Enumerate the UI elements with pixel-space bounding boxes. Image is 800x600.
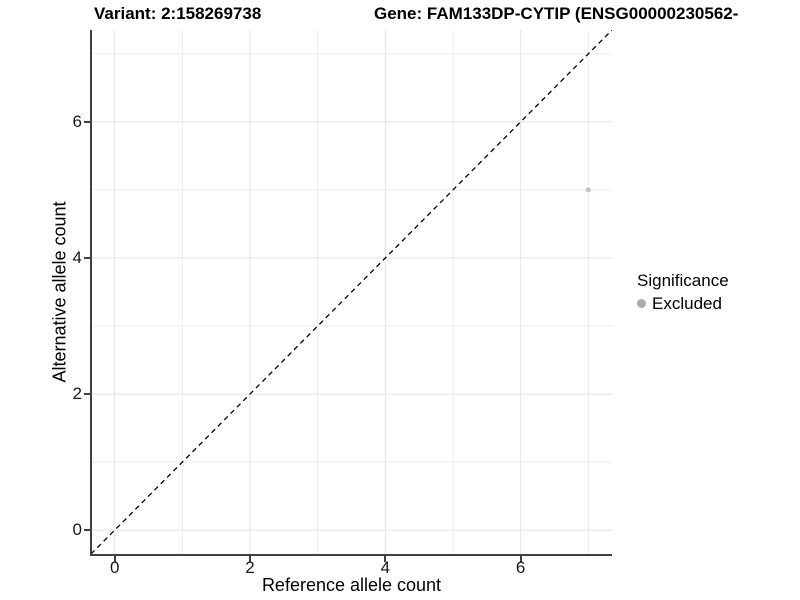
x-tick-mark [384,556,387,562]
x-tick-label: 6 [515,558,526,577]
x-tick-mark [519,556,522,562]
x-axis-title: Reference allele count [261,575,442,595]
legend-title: Significance [637,271,729,290]
x-tick-label: 0 [109,558,120,577]
plot-canvas [91,30,612,554]
legend-key-dot-icon [637,299,646,308]
x-tick-mark [113,556,116,562]
x-axis-line [90,554,612,556]
plot-title-gene: Gene: FAM133DP-CYTIP (ENSG00000230562- [374,4,739,23]
y-tick-label: 4 [72,247,82,267]
legend-item: Excluded [637,294,729,313]
x-tick-label: 4 [380,558,391,577]
identity-line [91,30,612,554]
x-tick-mark [249,556,251,562]
y-axis-title: Alternative allele count [49,201,70,383]
legend: Significance Excluded [637,271,729,313]
y-tick-label: 6 [72,111,82,131]
y-axis-line [90,30,92,556]
y-tick-mark [84,529,90,532]
legend-items: Excluded [637,294,729,313]
y-tick-mark [84,120,90,123]
plot-panel [91,30,612,554]
legend-item-label: Excluded [652,293,722,313]
plot-title-variant: Variant: 2:158269738 [94,4,262,23]
data-point [585,187,591,193]
y-tick-mark [84,393,90,396]
y-tick-label: 0 [72,520,82,540]
y-tick-label: 2 [72,384,82,404]
x-tick-label: 2 [245,558,255,577]
y-tick-mark [84,256,90,259]
